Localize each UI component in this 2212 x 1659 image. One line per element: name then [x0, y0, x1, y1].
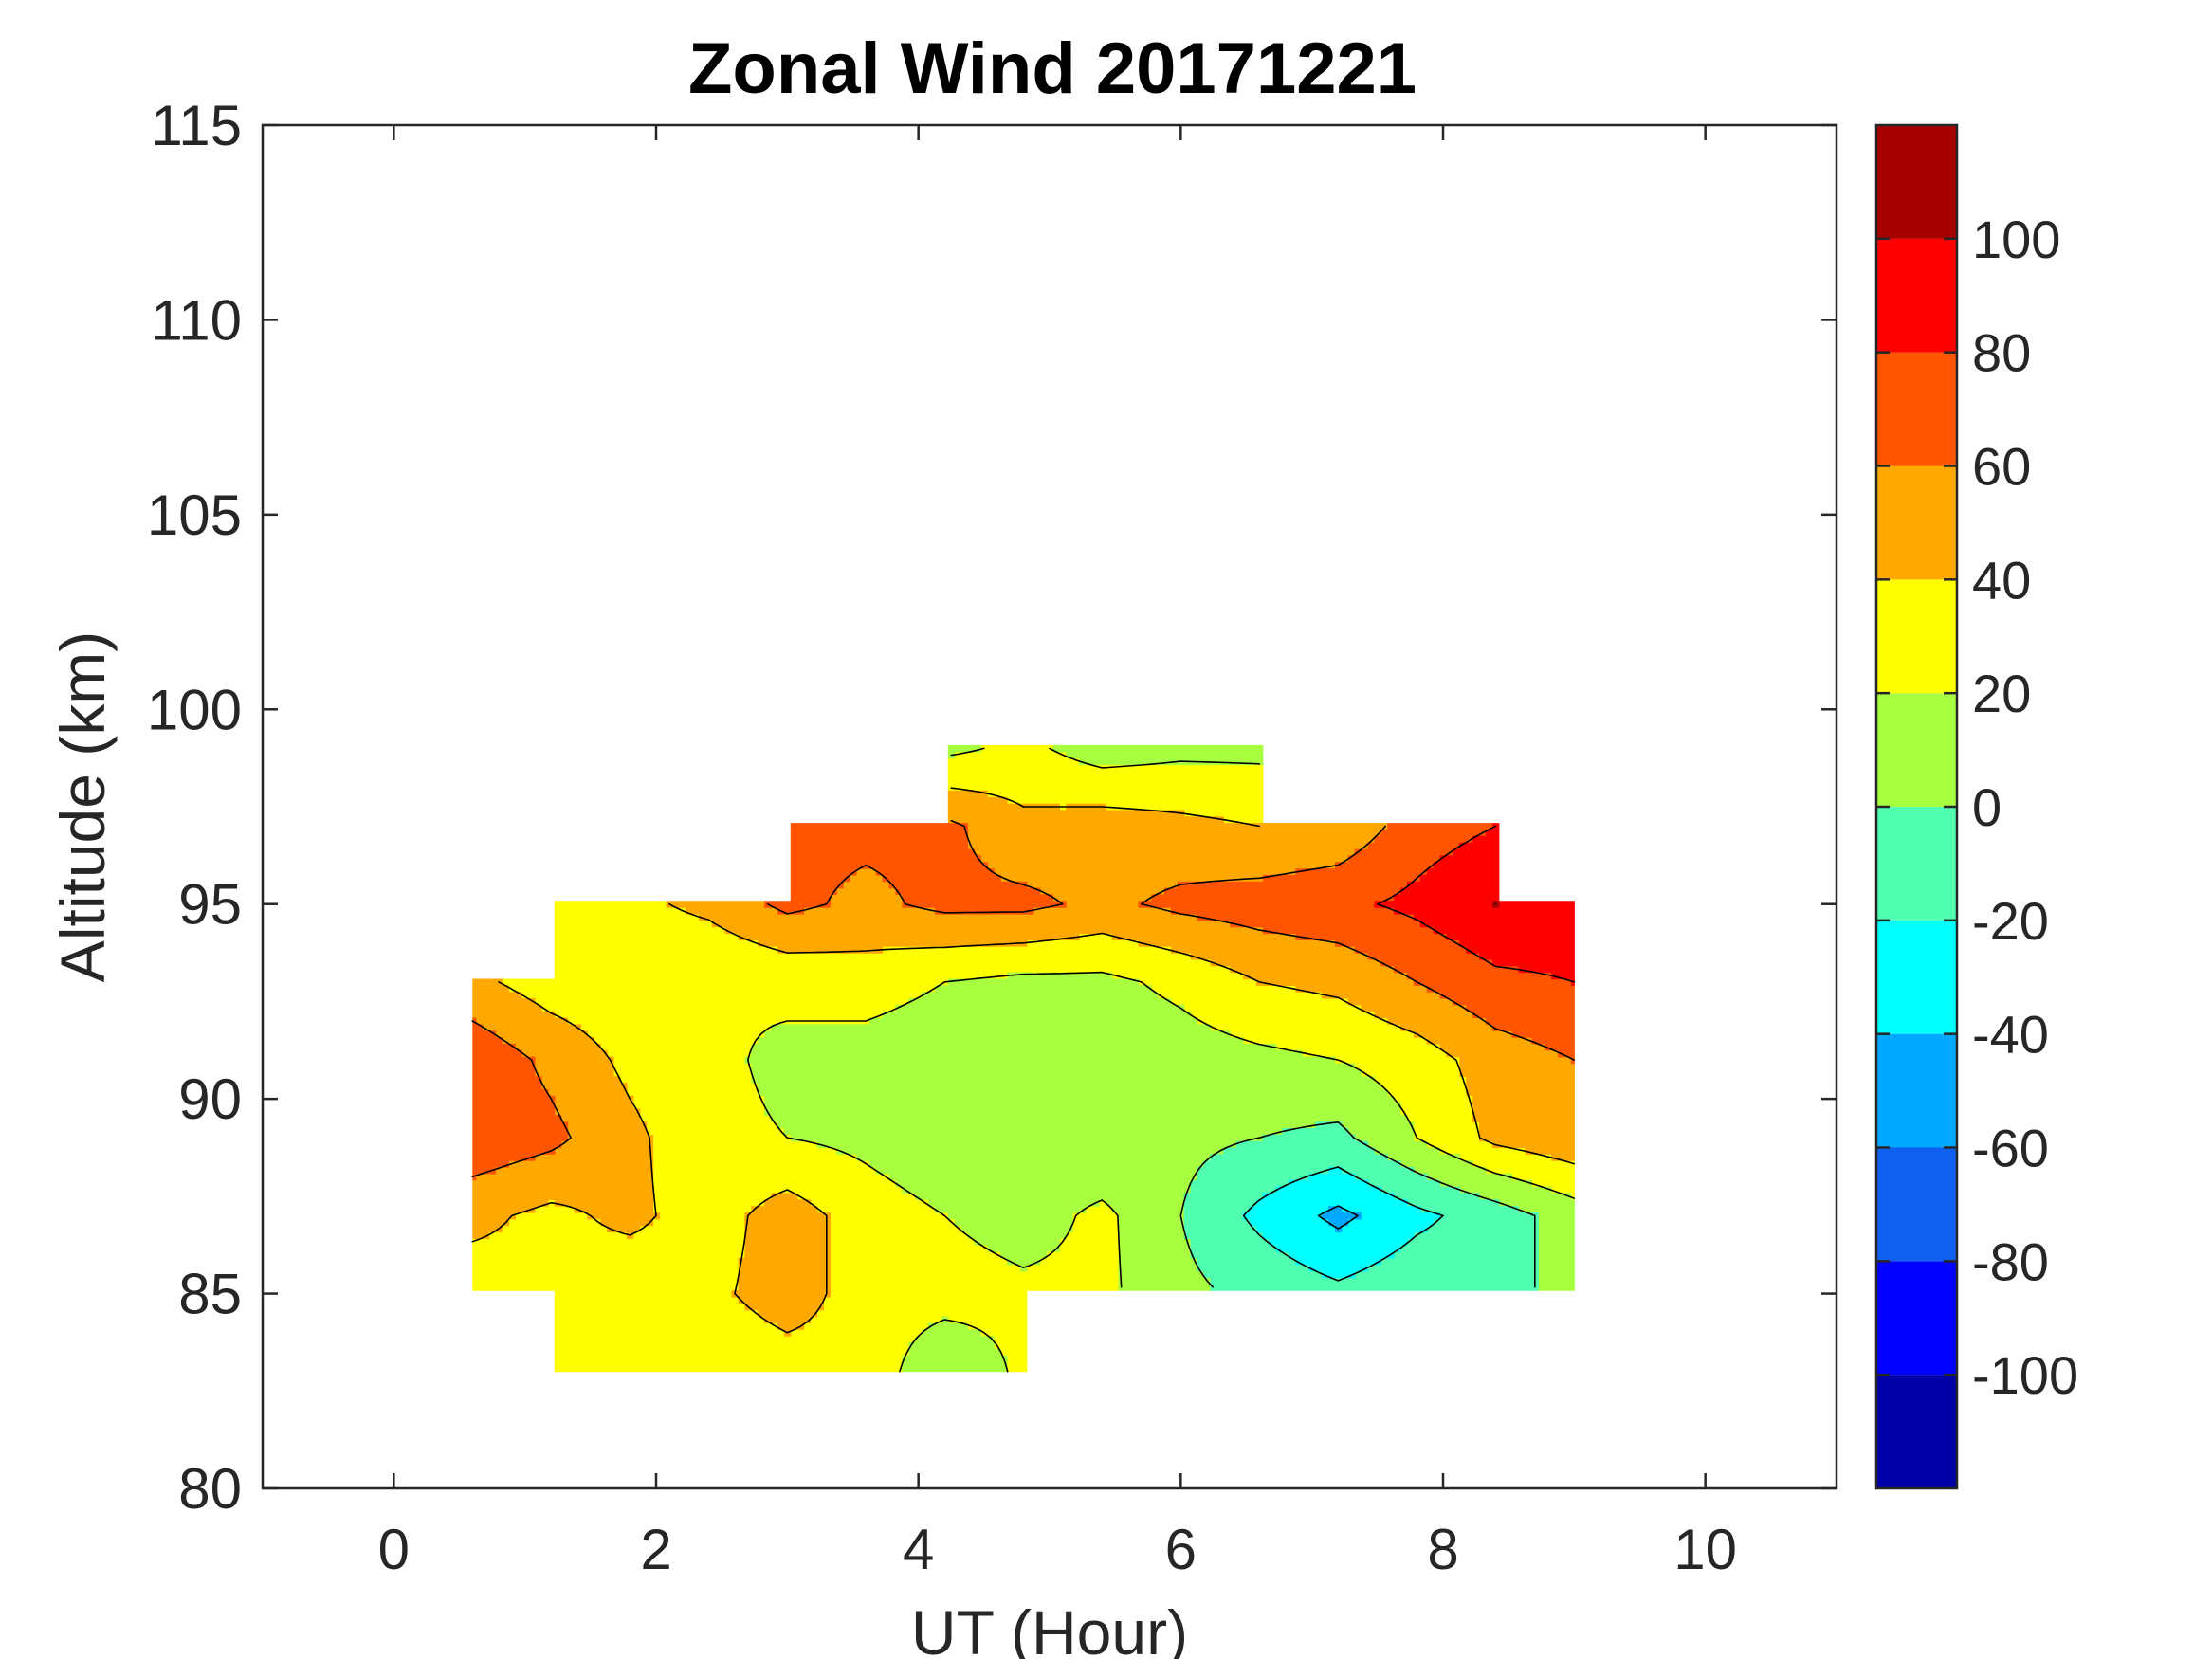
y-tick-label: 110 [151, 288, 242, 352]
contour-fill-layer [472, 744, 1575, 1373]
colorbar-tick-label: 60 [1972, 437, 2031, 497]
x-tick-label: 4 [903, 1518, 934, 1581]
contour-band-region [1183, 1121, 1539, 1291]
contour-line-layer [471, 747, 1576, 1373]
colorbar-band [1876, 465, 1957, 580]
contour-band-region [472, 744, 1575, 1373]
contour-band-region [472, 823, 1575, 1181]
y-axis: 80 85 90 95 100 105 110 115 Altitude (km) [47, 94, 1837, 1521]
colorbar-tick-label: -60 [1972, 1119, 2049, 1178]
colorbar-tick-label: -20 [1972, 891, 2049, 951]
colorbar-tick-label: 80 [1972, 323, 2031, 383]
colorbar-band [1876, 352, 1957, 466]
contour-line [1242, 1166, 1444, 1282]
y-tick-label: 90 [178, 1067, 242, 1131]
colorbar-band [1876, 579, 1957, 694]
y-tick-label: 80 [178, 1457, 242, 1521]
x-tick-label: 6 [1165, 1518, 1197, 1581]
x-tick-label: 2 [640, 1518, 671, 1581]
colorbar-band [1876, 807, 1957, 921]
contour-line [471, 787, 1576, 1334]
colorbar-band [1876, 920, 1957, 1034]
colorbar-band [1876, 1033, 1957, 1148]
y-tick-labels: 80 85 90 95 100 105 110 115 [147, 94, 242, 1521]
contour-band-region [1374, 823, 1575, 986]
contour-band-region [472, 790, 1575, 1337]
x-tick-label: 10 [1673, 1518, 1737, 1581]
contour-line [1317, 1205, 1359, 1230]
contour-line [471, 820, 1576, 1178]
colorbar-tick-label: 20 [1972, 664, 2031, 723]
contour-plot [471, 744, 1576, 1373]
contour-line [1179, 1121, 1536, 1288]
x-axis-label: UT (Hour) [911, 1597, 1188, 1659]
contour-line [1377, 825, 1576, 983]
colorbar-tick-label: -100 [1972, 1345, 2078, 1405]
colorbar-tick-label: 0 [1972, 777, 2002, 837]
colorbar-tick-label: -80 [1972, 1231, 2049, 1291]
plot-frame [261, 123, 1838, 1490]
colorbar-band [1876, 125, 1957, 239]
colorbar-bands [1876, 125, 1957, 1488]
contour-band-region [744, 744, 1575, 1373]
y-tick-label: 100 [147, 678, 242, 741]
x-axis: 0 2 4 6 8 10 UT (Hour) [378, 125, 1737, 1659]
colorbar-band [1876, 1147, 1957, 1262]
x-tick-marks [393, 125, 1707, 1488]
y-tick-label: 95 [178, 873, 242, 937]
y-tick-label: 115 [151, 94, 242, 157]
y-tick-label: 85 [178, 1263, 242, 1326]
y-tick-label: 105 [147, 483, 242, 547]
colorbar-band [1876, 1261, 1957, 1376]
colorbar-band [1876, 693, 1957, 807]
chart-title: Zonal Wind 20171221 [688, 28, 1417, 109]
colorbar-band [1876, 1375, 1957, 1488]
x-tick-labels: 0 2 4 6 8 10 [378, 1518, 1737, 1581]
colorbar-tick-marks [1876, 237, 1957, 1376]
contour-line [747, 747, 1576, 1373]
x-tick-label: 8 [1427, 1518, 1458, 1581]
colorbar-tick-label: 40 [1972, 550, 2031, 610]
x-tick-label: 0 [378, 1518, 410, 1581]
y-axis-label: Altitude (km) [47, 631, 118, 982]
colorbar: -100 -80 -60 -40 -20 0 20 40 60 80 100 [1874, 123, 2078, 1490]
colorbar-band [1876, 238, 1957, 353]
colorbar-tick-label: -40 [1972, 1005, 2049, 1065]
colorbar-tick-label: 100 [1972, 210, 2060, 269]
colorbar-tick-labels: -100 -80 -60 -40 -20 0 20 40 60 80 100 [1972, 210, 2078, 1405]
